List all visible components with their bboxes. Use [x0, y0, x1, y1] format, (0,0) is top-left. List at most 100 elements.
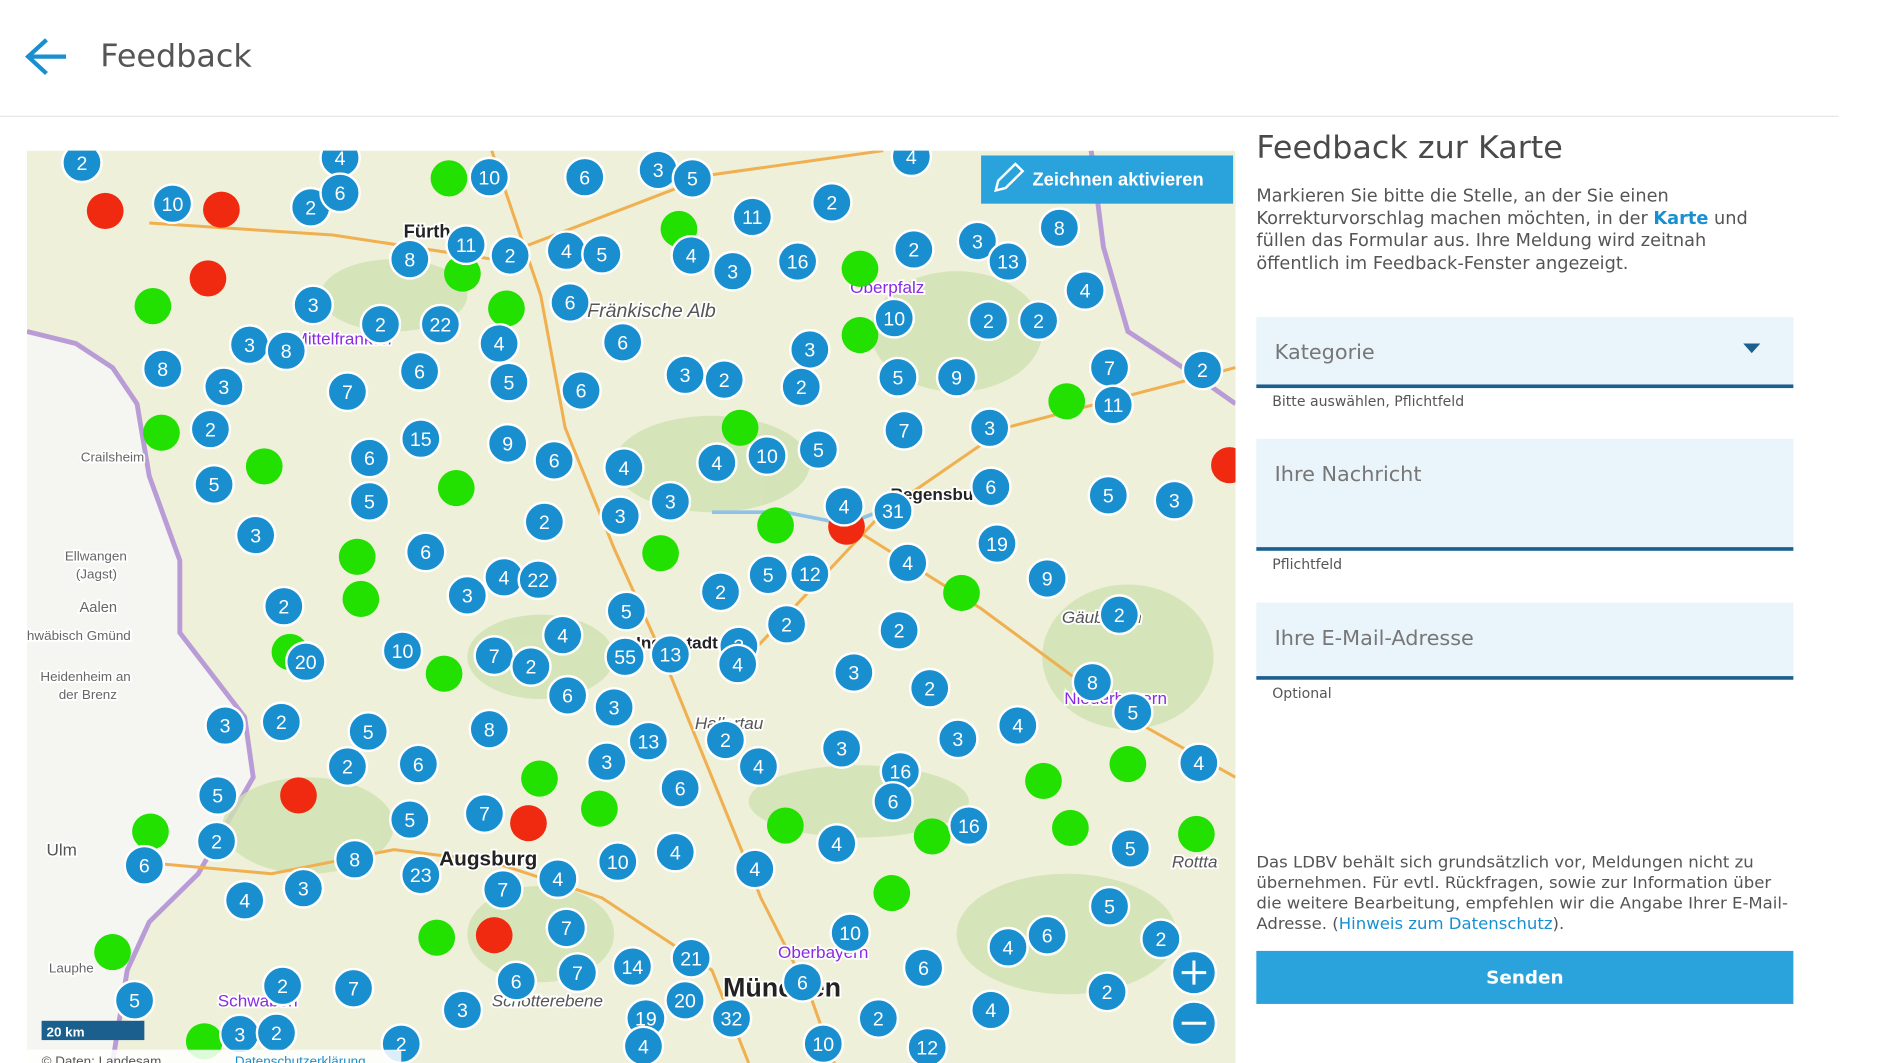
cluster-marker[interactable]	[671, 157, 714, 199]
feedback-point[interactable]	[1048, 383, 1086, 420]
cluster-marker[interactable]	[1111, 691, 1154, 733]
cluster-marker[interactable]	[710, 997, 753, 1039]
cluster-marker[interactable]	[400, 854, 442, 896]
cluster-marker[interactable]	[195, 820, 238, 862]
cluster-marker[interactable]	[151, 183, 194, 225]
cluster-marker[interactable]	[488, 361, 530, 403]
feedback-point[interactable]	[943, 574, 980, 612]
feedback-point[interactable]	[1211, 447, 1236, 484]
cluster-marker[interactable]	[811, 181, 853, 223]
cluster-marker[interactable]	[780, 366, 823, 408]
cluster-marker[interactable]	[593, 686, 635, 728]
cluster-marker[interactable]	[970, 989, 1012, 1031]
map-link[interactable]: Karte	[1653, 209, 1709, 229]
cluster-marker[interactable]	[389, 238, 431, 280]
cluster-marker[interactable]	[1098, 594, 1141, 636]
feedback-point[interactable]	[1025, 762, 1062, 800]
feedback-point[interactable]	[841, 316, 879, 354]
cluster-marker[interactable]	[765, 603, 808, 645]
cluster-marker[interactable]	[333, 838, 376, 880]
cluster-marker[interactable]	[893, 228, 935, 270]
cluster-marker[interactable]	[659, 767, 701, 809]
cluster-marker[interactable]	[604, 636, 646, 678]
cluster-marker[interactable]	[877, 356, 919, 398]
cluster-marker[interactable]	[948, 805, 990, 847]
cluster-marker[interactable]	[446, 574, 489, 616]
cluster-marker[interactable]	[649, 480, 692, 522]
cluster-marker[interactable]	[292, 284, 334, 326]
cluster-marker[interactable]	[332, 967, 375, 1009]
cluster-marker[interactable]	[282, 867, 325, 909]
cluster-marker[interactable]	[776, 241, 819, 283]
cluster-marker[interactable]	[196, 774, 239, 816]
cluster-marker[interactable]	[937, 718, 979, 760]
back-button[interactable]	[24, 36, 68, 77]
cluster-marker[interactable]	[906, 1026, 949, 1063]
cluster-marker[interactable]	[1140, 918, 1182, 960]
cluster-marker[interactable]	[223, 879, 266, 921]
cluster-marker[interactable]	[463, 793, 506, 834]
cluster-marker[interactable]	[890, 150, 933, 178]
cluster-marker[interactable]	[1038, 207, 1081, 249]
cluster-marker[interactable]	[670, 937, 712, 979]
cluster-marker[interactable]	[654, 831, 697, 873]
cluster-marker[interactable]	[556, 952, 599, 994]
feedback-point[interactable]	[475, 917, 513, 954]
cluster-marker[interactable]	[441, 989, 484, 1031]
feedback-point[interactable]	[430, 160, 468, 197]
cluster-marker[interactable]	[1088, 885, 1131, 927]
cluster-marker[interactable]	[967, 300, 1010, 342]
message-input[interactable]: Ihre Nachricht	[1256, 438, 1794, 551]
cluster-marker[interactable]	[746, 435, 788, 477]
cluster-marker[interactable]	[523, 501, 566, 543]
cluster-marker[interactable]	[400, 418, 442, 460]
cluster-marker[interactable]	[189, 408, 232, 450]
cluster-marker[interactable]	[398, 350, 441, 392]
cluster-marker[interactable]	[141, 348, 184, 390]
cluster-marker[interactable]	[703, 359, 745, 401]
feedback-point[interactable]	[189, 260, 227, 297]
cluster-marker[interactable]	[747, 554, 790, 596]
cluster-marker[interactable]	[347, 711, 390, 753]
cluster-marker[interactable]	[908, 667, 951, 709]
cluster-marker[interactable]	[599, 495, 642, 537]
cluster-marker[interactable]	[1178, 742, 1220, 784]
cluster-marker[interactable]	[1071, 661, 1114, 703]
cluster-marker[interactable]	[397, 743, 440, 785]
cluster-marker[interactable]	[585, 741, 628, 783]
cluster-marker[interactable]	[699, 571, 742, 613]
cluster-marker[interactable]	[478, 322, 520, 364]
cluster-marker[interactable]	[359, 303, 402, 345]
feedback-point[interactable]	[437, 470, 475, 507]
cluster-marker[interactable]	[1109, 827, 1152, 869]
feedback-point[interactable]	[757, 507, 794, 544]
cluster-marker[interactable]	[1026, 558, 1068, 599]
cluster-marker[interactable]	[537, 858, 579, 900]
cluster-marker[interactable]	[737, 746, 780, 787]
cluster-marker[interactable]	[716, 643, 759, 685]
cluster-marker[interactable]	[664, 979, 706, 1021]
cluster-marker[interactable]	[489, 235, 531, 276]
cluster-marker[interactable]	[996, 705, 1039, 747]
cluster-marker[interactable]	[596, 841, 639, 883]
feedback-point[interactable]	[203, 191, 240, 228]
cluster-marker[interactable]	[976, 523, 1018, 565]
cluster-marker[interactable]	[878, 609, 920, 651]
cluster-marker[interactable]	[956, 220, 999, 262]
cluster-marker[interactable]	[622, 1025, 665, 1063]
cluster-marker[interactable]	[486, 423, 529, 465]
feedback-point[interactable]	[425, 655, 463, 692]
feedback-point[interactable]	[1178, 815, 1215, 853]
cluster-marker[interactable]	[389, 799, 431, 841]
cluster-marker[interactable]	[872, 490, 914, 532]
cluster-marker[interactable]	[1153, 479, 1196, 521]
cluster-marker[interactable]	[802, 1023, 845, 1063]
feedback-point[interactable]	[94, 934, 131, 971]
cluster-marker[interactable]	[711, 250, 754, 292]
feedback-point[interactable]	[245, 448, 283, 485]
cluster-marker[interactable]	[968, 407, 1011, 449]
cluster-marker[interactable]	[348, 480, 391, 522]
cluster-marker[interactable]	[1092, 384, 1134, 426]
cluster-marker[interactable]	[495, 960, 538, 1002]
cluster-marker[interactable]	[204, 705, 246, 747]
